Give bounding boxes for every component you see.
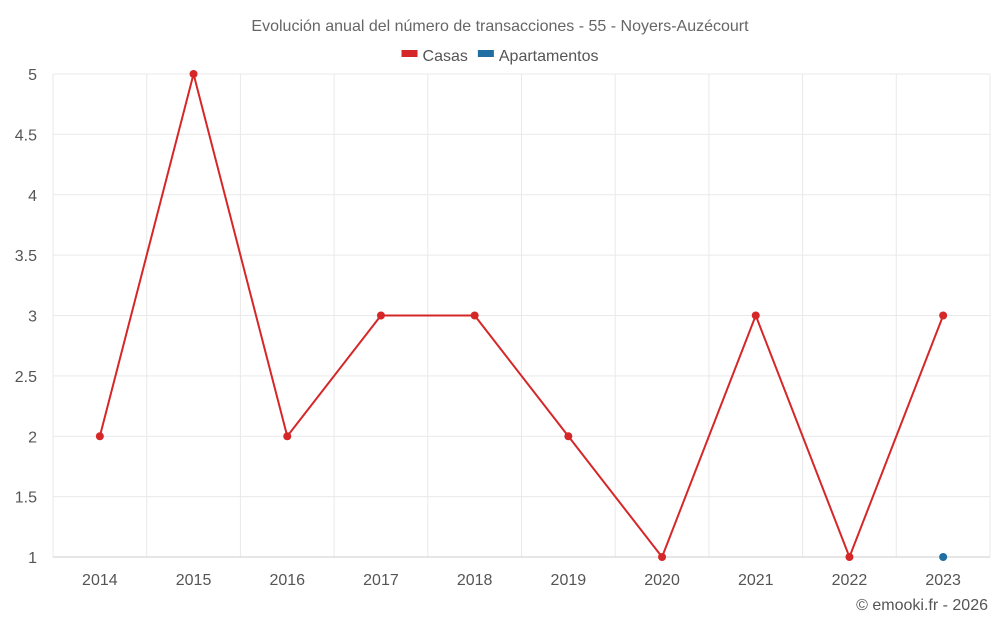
x-tick-label: 2016 — [269, 572, 305, 589]
x-tick-label: 2023 — [925, 572, 961, 589]
series-casas — [95, 70, 948, 561]
series-apartamentos — [939, 553, 948, 561]
data-point[interactable] — [376, 311, 385, 320]
y-tick-label: 4 — [28, 188, 37, 205]
x-tick-label: 2018 — [457, 572, 493, 589]
legend-item-apartamentos[interactable]: Apartamentos — [477, 48, 599, 65]
copyright-footer: © emooki.fr - 2026 — [856, 597, 988, 614]
x-tick-label: 2019 — [551, 572, 587, 589]
legend-swatch — [401, 50, 418, 57]
y-tick-label: 5 — [28, 67, 37, 84]
legend-label: Casas — [423, 48, 468, 65]
y-tick-label: 2.5 — [15, 369, 37, 386]
data-point[interactable] — [939, 553, 948, 561]
legend-label: Apartamentos — [499, 48, 599, 65]
x-tick-label: 2014 — [82, 572, 118, 589]
data-point[interactable] — [845, 553, 854, 561]
y-tick-label: 1.5 — [15, 490, 37, 507]
data-point[interactable] — [564, 432, 573, 441]
y-tick-label: 3.5 — [15, 248, 37, 265]
data-point[interactable] — [470, 311, 479, 320]
legend-swatch — [477, 50, 494, 57]
series-layer — [95, 70, 948, 561]
data-point[interactable] — [189, 70, 198, 78]
data-point[interactable] — [658, 553, 667, 561]
y-tick-label: 3 — [28, 309, 37, 326]
x-tick-label: 2020 — [644, 572, 680, 589]
data-point[interactable] — [939, 311, 948, 320]
chart-title: Evolución anual del número de transaccio… — [251, 18, 749, 35]
data-point[interactable] — [283, 432, 292, 441]
x-tick-label: 2021 — [738, 572, 774, 589]
x-tick-label: 2015 — [176, 572, 212, 589]
series-line — [98, 73, 945, 558]
y-axis: 1 1.5 2 2.5 3 3.5 4 4.5 5 — [15, 67, 37, 567]
y-tick-label: 1 — [28, 550, 37, 567]
data-point[interactable] — [751, 311, 760, 320]
data-point[interactable] — [95, 432, 104, 441]
x-tick-label: 2017 — [363, 572, 399, 589]
x-tick-label: 2022 — [832, 572, 868, 589]
grid — [52, 73, 991, 558]
y-tick-label: 2 — [28, 429, 37, 446]
y-tick-label: 4.5 — [15, 127, 37, 144]
legend[interactable]: Casas Apartamentos — [401, 48, 599, 65]
x-axis: 2014 2015 2016 2017 2018 2019 2020 2021 2022 2023 — [53, 556, 990, 589]
legend-item-casas[interactable]: Casas — [401, 48, 468, 65]
